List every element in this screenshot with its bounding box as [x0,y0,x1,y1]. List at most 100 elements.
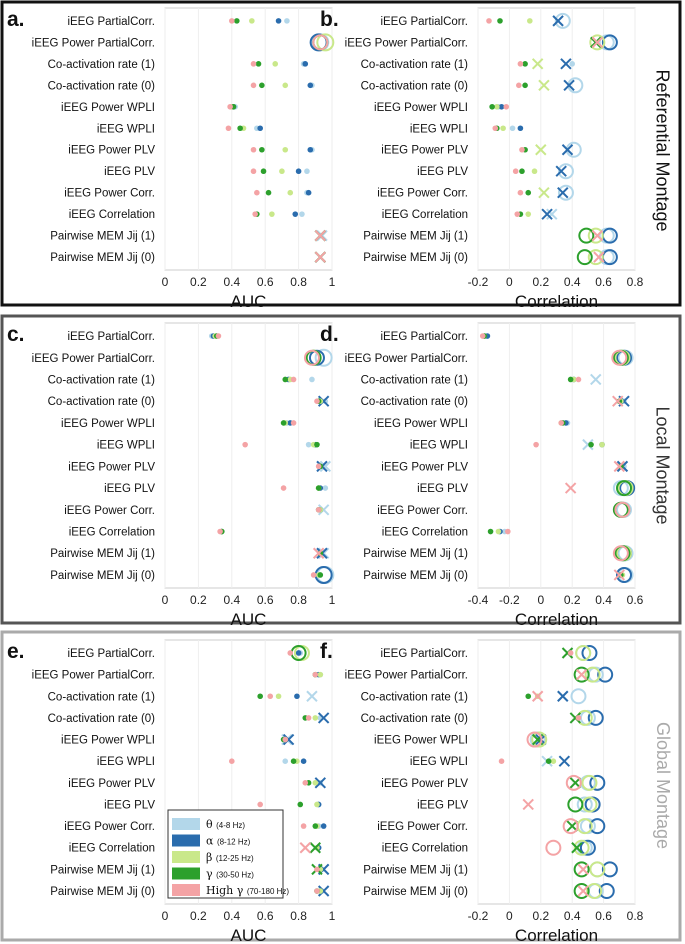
ring-marker-alpha [581,644,598,661]
tick-label: 0.4 [564,909,581,923]
cross-marker-theta [317,547,330,559]
dot-marker-gamma [280,420,287,426]
cross-marker-highgamma [299,842,311,854]
row-label: Co-activation rate (0) [48,396,156,408]
dot-marker-highgamma [252,211,258,217]
tick-label: 0.6 [627,593,644,607]
row-label: iEEG Power Corr. [377,821,468,833]
legend-swatch-beta [172,851,200,863]
cross-marker-theta [317,504,330,516]
dot-marker-highgamma [498,758,505,764]
dot-marker-alpha [307,82,314,89]
dot-marker-highgamma [575,376,582,383]
dot-marker-gamma [290,758,297,764]
dot-marker-highgamma [516,82,522,89]
dot-marker-highgamma [250,168,257,175]
dot-marker-alpha [300,758,307,764]
dot-marker-highgamma [558,420,565,426]
row-label: iEEG Correlation [69,843,155,855]
ring-marker-theta [576,796,593,813]
tick-label: 0.8 [290,275,307,289]
dot-marker-beta [317,671,324,678]
x-axis-label: Correlation [515,292,598,311]
dot-marker-gamma [312,823,319,829]
dot-marker-alpha [295,650,302,656]
tick-label: 0.4 [595,593,612,607]
row-label: iEEG Power WPLI [61,418,155,430]
tick-label: 0 [162,909,169,923]
ring-marker-beta [589,34,606,51]
row-label: Co-activation rate (1) [361,691,469,703]
dot-marker-highgamma [517,61,524,67]
row-label: iEEG PLV [104,799,155,811]
row-label: iEEG Power PLV [381,461,468,473]
dot-marker-theta [305,441,312,448]
row-label: Pairwise MEM Jij (0) [363,252,468,264]
dot-marker-alpha [498,103,505,110]
cross-marker-gamma [309,842,322,854]
dot-marker-gamma [525,189,532,196]
row-label: Co-activation rate (1) [361,59,469,71]
ring-marker-gamma [578,227,595,244]
ring-marker-highgamma [303,349,320,366]
dot-marker-alpha [302,61,309,67]
tick-label: 0.8 [290,593,307,607]
dot-marker-highgamma [517,189,524,196]
row-label: iEEG Correlation [382,527,468,539]
dot-marker-highgamma [505,528,511,535]
dot-marker-highgamma [227,103,233,110]
dot-marker-beta [282,146,289,153]
cross-marker-highgamma [314,251,327,263]
cross-marker-beta [531,58,544,70]
ring-marker-alpha [587,709,604,726]
ring-marker-beta [531,731,548,748]
row-label: Co-activation rate (1) [361,374,469,386]
ring-marker-gamma [567,796,584,813]
dot-marker-highgamma [492,125,499,132]
dot-marker-alpha [257,125,263,132]
tick-label: 0.6 [595,275,612,289]
dot-marker-beta [531,168,538,175]
dot-marker-highgamma [280,485,287,491]
row-label: iEEG Power WPLI [61,735,155,747]
cross-marker-highgamma [564,482,577,494]
row-label: iEEG Power WPLI [61,102,155,114]
ring-marker-highgamma [562,818,579,835]
row-label: iEEG WPLI [410,756,468,768]
tick-label: -0.4 [468,593,489,607]
ring-marker-theta [557,163,574,180]
row-label: iEEG Power Corr. [64,821,155,833]
dot-marker-beta [550,758,557,764]
cross-marker-alpha [563,79,575,92]
plot-area [477,639,636,905]
plot-area [164,322,333,589]
row-label: Pairwise MEM Jij (0) [50,252,155,264]
dot-marker-gamma [497,18,503,24]
ring-marker-highgamma [565,774,582,791]
dot-marker-highgamma [242,441,248,448]
dot-marker-highgamma [314,398,320,404]
cross-marker-theta [306,690,318,702]
row-label: iEEG Power PLV [381,778,468,790]
row-label: iEEG Power Corr. [64,505,155,517]
dot-marker-highgamma [250,82,257,89]
dot-marker-theta [309,376,315,383]
cross-marker-highgamma [531,690,544,702]
dot-marker-gamma [265,189,272,196]
ring-marker-beta [587,249,604,266]
x-axis-label: AUC [231,610,267,629]
cross-marker-theta [546,208,558,220]
dot-marker-highgamma [217,528,223,535]
panel-c: 0 0.2 0.4 0.6 0.8 1 AUC c. iEEG PartialCorr. iEEG… [7,322,336,629]
tick-label: 1 [329,909,336,923]
montage-title-local: Local Montage [652,405,673,525]
montage-title-referential: Referential Montage [652,68,673,232]
dot-marker-gamma [297,801,304,808]
dot-marker-gamma [257,693,263,700]
row-label: Co-activation rate (1) [48,59,156,71]
tick-label: 0.4 [223,593,240,607]
ring-marker-theta [554,12,571,29]
ring-marker-beta [575,644,592,661]
dot-marker-highgamma [250,61,257,67]
row-label: Co-activation rate (0) [361,396,469,408]
